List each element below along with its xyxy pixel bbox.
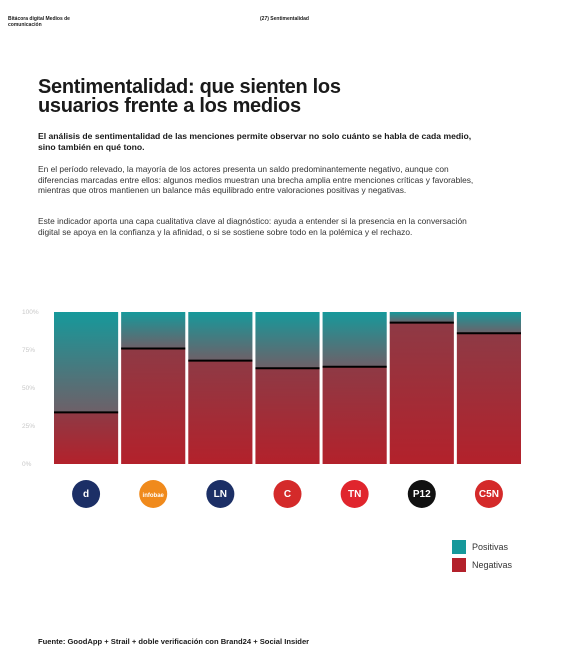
y-tick-label: 25% bbox=[22, 423, 35, 430]
x-tick-label: TN bbox=[348, 489, 361, 500]
bar-segment bbox=[389, 322, 454, 464]
y-tick-label: 75% bbox=[22, 347, 35, 354]
legend-label: Negativas bbox=[472, 560, 513, 570]
bar-segment bbox=[389, 312, 454, 323]
logo bbox=[139, 480, 168, 508]
x-tick-label: P12 bbox=[413, 489, 431, 500]
y-tick-label: 100% bbox=[22, 309, 39, 316]
y-tick-label: 50% bbox=[22, 385, 35, 392]
chart: 0% 25% 50% 75% 100% d infobae LN C TN P12 C5N Positi… bbox=[22, 309, 521, 572]
bar-segment bbox=[456, 333, 521, 464]
bar-segment bbox=[188, 360, 253, 464]
logo bbox=[72, 480, 101, 508]
bar-segment bbox=[322, 312, 387, 367]
bar-segment bbox=[188, 312, 253, 361]
x-tick-label: infobae bbox=[143, 493, 165, 499]
bar-segment bbox=[121, 348, 186, 464]
bar-segment bbox=[54, 312, 119, 413]
logo bbox=[407, 480, 436, 508]
bar-segment bbox=[54, 412, 119, 464]
y-tick-label: 0% bbox=[22, 461, 32, 468]
logo bbox=[273, 480, 302, 508]
x-tick-label: C5N bbox=[479, 489, 499, 500]
bar-segment bbox=[456, 312, 521, 334]
paragraph: Este indicador aporta una capa cualitati… bbox=[38, 216, 467, 237]
bar-segment bbox=[121, 312, 186, 349]
x-tick-label: d bbox=[83, 489, 89, 500]
legend-swatch bbox=[452, 558, 466, 572]
intro: El análisis de sentimentalidad de las me… bbox=[38, 131, 472, 152]
bar-segment bbox=[255, 368, 320, 464]
header-right: (27) Sentimentalidad bbox=[260, 16, 309, 22]
paragraph: En el período relevado, la mayoría de lo… bbox=[38, 164, 474, 195]
bar-segment bbox=[255, 312, 320, 369]
header-left: Bitácora digital Medios de comunicación bbox=[8, 16, 70, 28]
bar-segment bbox=[322, 366, 387, 464]
logo bbox=[206, 480, 235, 508]
legend-label: Positivas bbox=[472, 542, 509, 552]
logo bbox=[340, 480, 369, 508]
title: Sentimentalidad: que sienten los usuario… bbox=[38, 76, 341, 117]
source: Fuente: GoodApp + Strail + doble verific… bbox=[38, 637, 310, 646]
legend-swatch bbox=[452, 540, 466, 554]
logo bbox=[474, 480, 503, 508]
x-tick-label: LN bbox=[214, 489, 227, 500]
x-tick-label: C bbox=[284, 489, 291, 500]
